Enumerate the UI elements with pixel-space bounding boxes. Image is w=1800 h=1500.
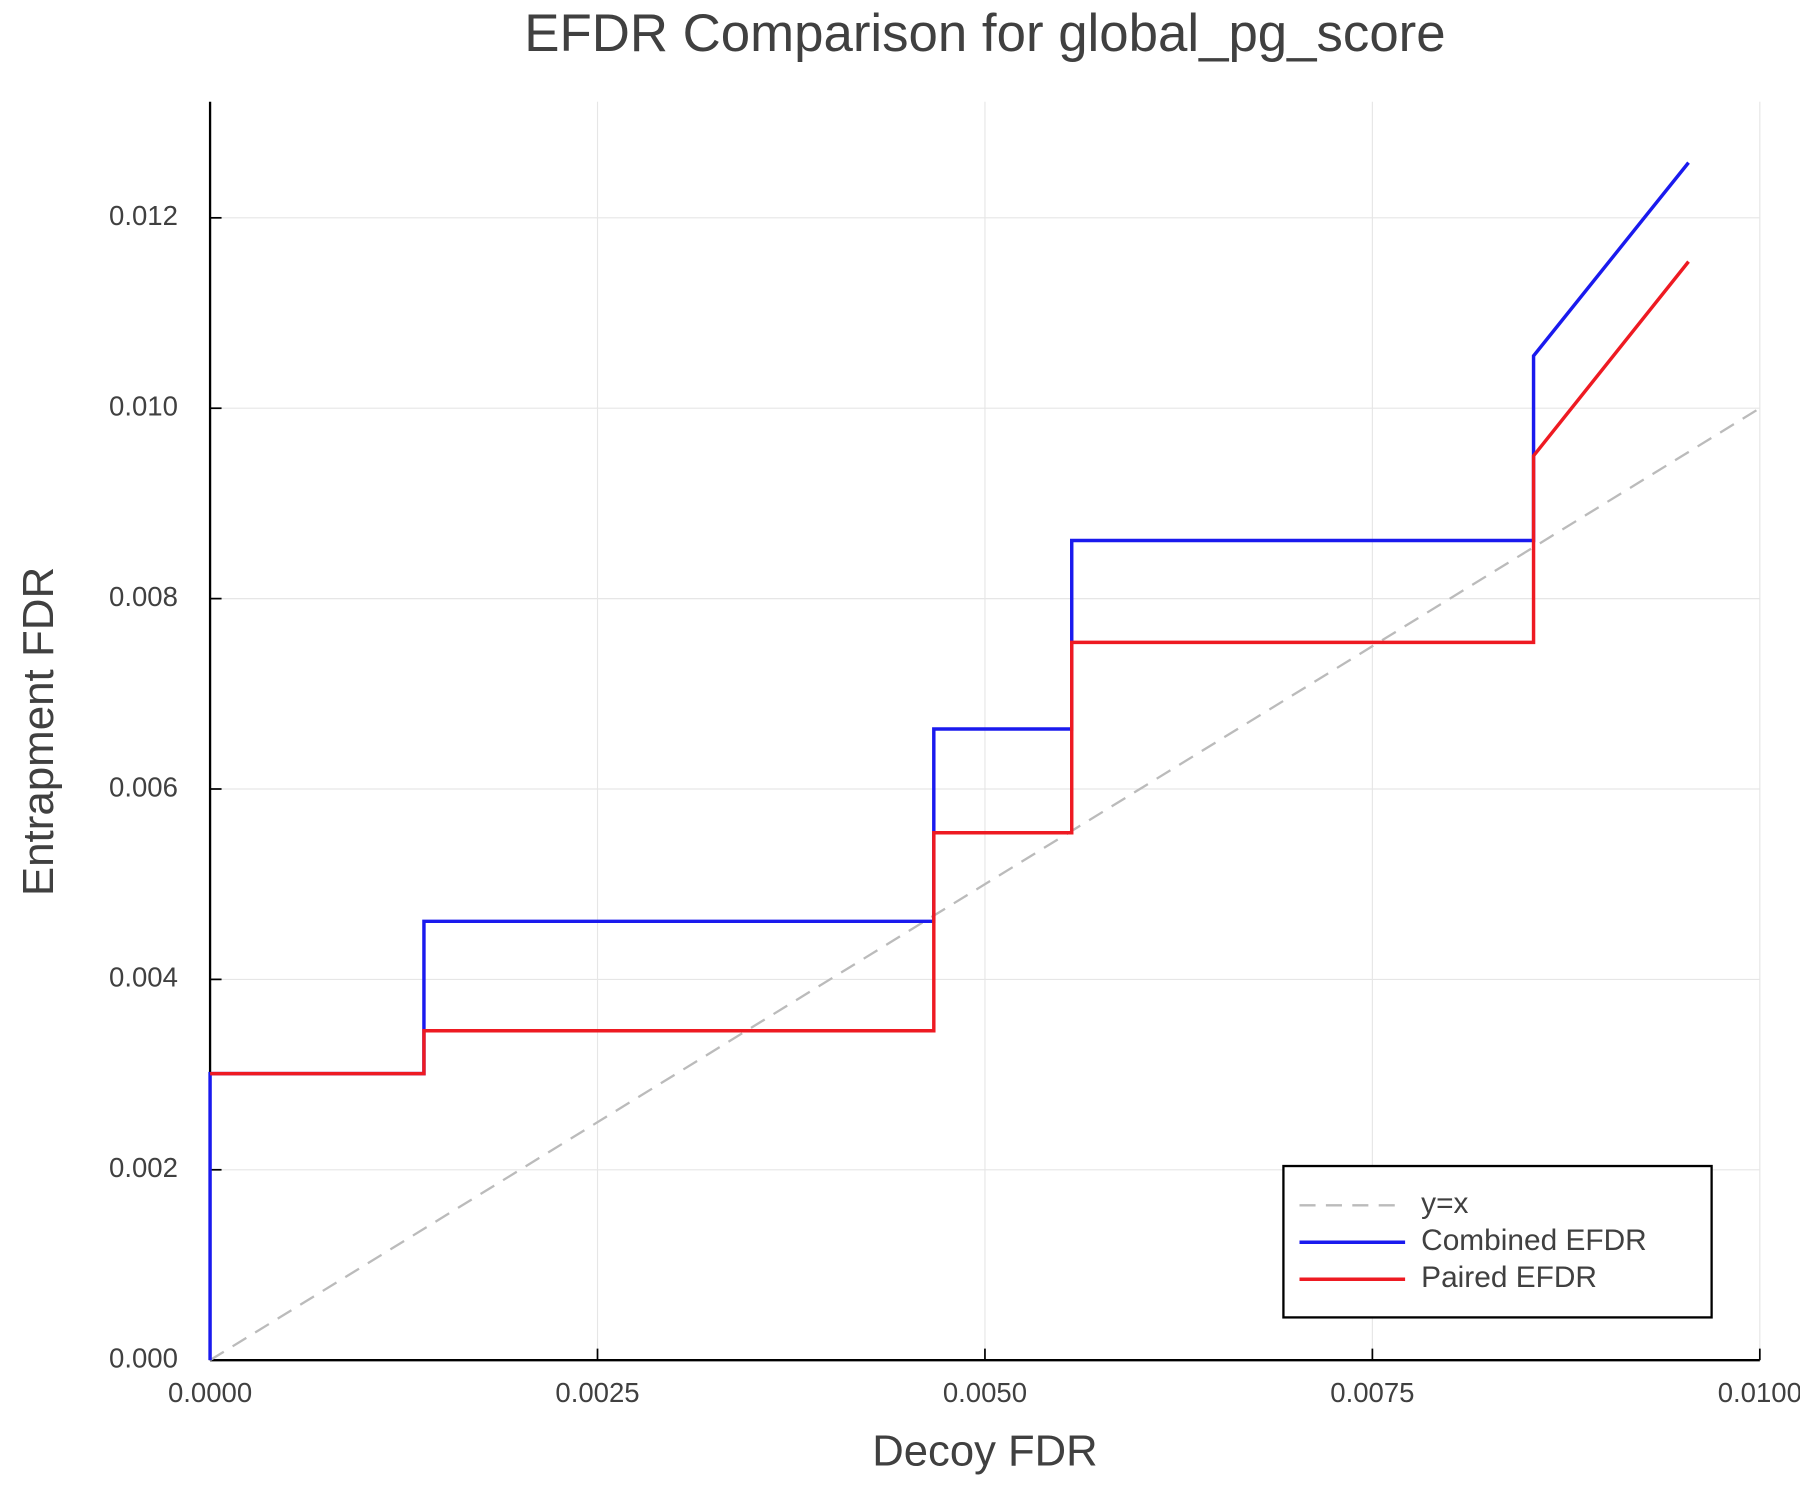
y-tick-label: 0.004 [109,962,178,993]
x-axis-label: Decoy FDR [872,1426,1097,1475]
x-tick-label: 0.0025 [555,1377,639,1408]
y-axis-label: Entrapment FDR [14,567,63,896]
x-tick-label: 0.0000 [168,1377,252,1408]
series-line [209,407,1761,1362]
y-tick-label: 0.002 [109,1152,178,1183]
legend-label: Combined EFDR [1421,1224,1647,1257]
x-tick-label: 0.0050 [943,1377,1027,1408]
y-tick-label: 0.008 [109,581,178,612]
y-tick-label: 0.006 [109,771,178,802]
y-tick-label: 0.010 [109,390,178,421]
y-tick-label: 0.000 [109,1342,178,1373]
x-tick-label: 0.0100 [1718,1377,1800,1408]
chart-title: EFDR Comparison for global_pg_score [524,4,1445,63]
series-line [210,260,1690,1076]
legend-label: y=x [1421,1187,1468,1220]
legend-label: Paired EFDR [1421,1261,1597,1294]
y-tick-label: 0.012 [109,200,178,231]
x-tick-label: 0.0075 [1330,1377,1414,1408]
